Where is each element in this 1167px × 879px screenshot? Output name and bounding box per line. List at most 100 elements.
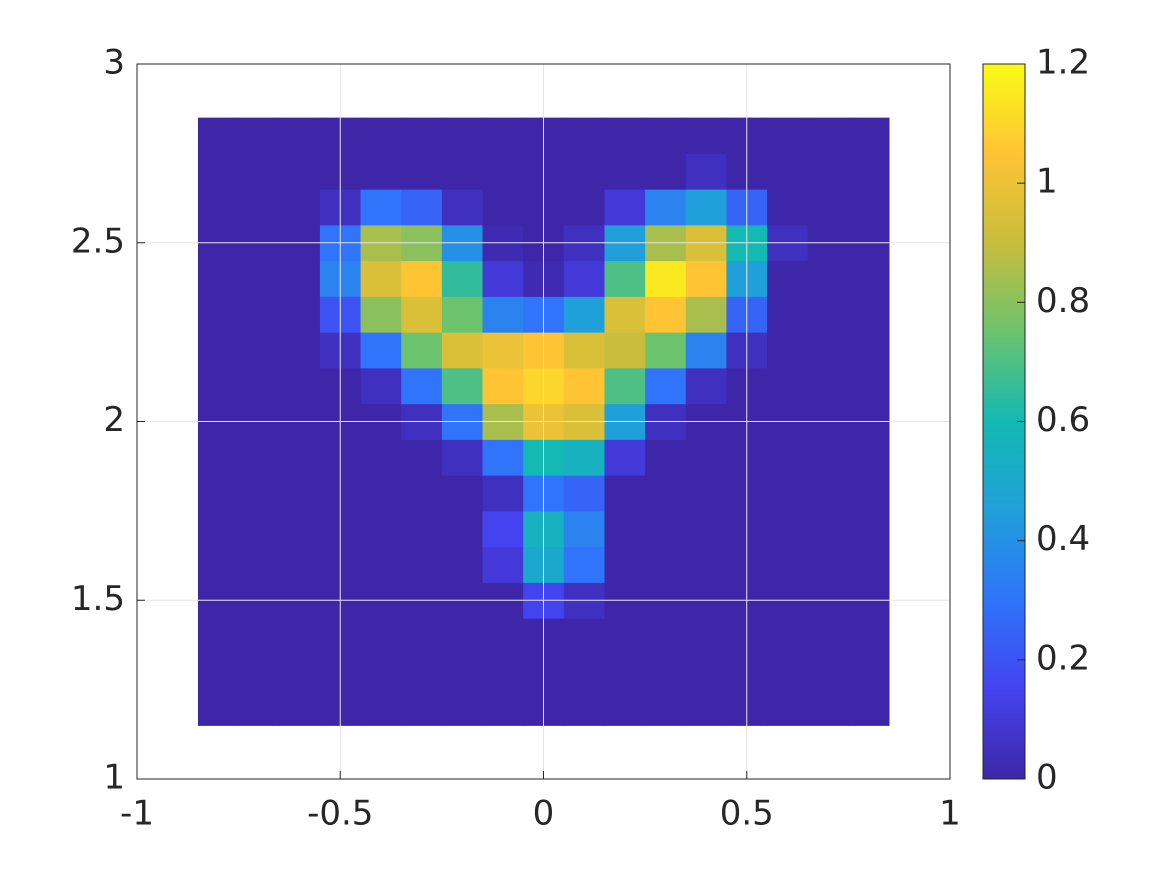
heatmap-cell [279,475,321,512]
heatmap-cell [197,618,240,655]
colorbar-tick-label: 0.6 [1036,400,1090,440]
heatmap-cell [767,332,809,369]
heatmap-cell [685,296,727,333]
heatmap-cell [604,510,646,548]
heatmap-cell [482,296,524,333]
heatmap-cell [848,260,890,297]
heatmap-cell [767,189,809,226]
heatmap-cell [197,117,240,154]
heatmap-cell [441,296,484,333]
heatmap-cell [685,117,727,154]
heatmap-cell [604,653,646,691]
heatmap-cell [848,439,890,476]
heatmap-cell [807,475,849,512]
heatmap-cell [279,689,321,726]
heatmap-cell [279,367,321,405]
heatmap-cell [807,439,849,476]
heatmap-cell [563,510,605,548]
heatmap-cell [238,439,280,476]
heatmap-cell [685,546,727,583]
heatmap-cell [482,546,524,583]
colorbar-tick-label: 0.2 [1036,638,1090,678]
heatmap-cell [848,189,890,226]
heatmap-cell [563,260,605,297]
heatmap [197,117,890,726]
heatmap-cell [848,618,890,655]
heatmap-cell [563,439,605,476]
heatmap-cell [767,367,809,405]
heatmap-cell [563,296,605,333]
heatmap-cell [279,117,321,154]
heatmap-cell [685,475,727,512]
heatmap-cell [360,367,402,405]
heatmap-cell [360,546,402,583]
colorbar-tick-label: 0.8 [1036,281,1090,321]
heatmap-cell [685,189,727,226]
heatmap-cell [482,439,524,476]
heatmap-cell [401,510,443,548]
heatmap-cell [279,296,321,333]
heatmap-cell [401,475,443,512]
heatmap-cell [360,189,402,226]
heatmap-cell [563,689,605,726]
heatmap-cell [441,475,484,512]
heatmap-cell [482,260,524,297]
heatmap-cell [807,618,849,655]
heatmap-cell [401,189,443,226]
heatmap-cell [401,153,443,190]
heatmap-cell [360,618,402,655]
heatmap-cell [360,653,402,691]
heatmap-cell [848,117,890,154]
heatmap-cell [685,510,727,548]
y-tick-label: 3 [103,43,125,83]
heatmap-cell [197,296,240,333]
heatmap-cell [685,367,727,405]
heatmap-cell [360,689,402,726]
colorbar-tick-label: 1.2 [1036,43,1090,83]
heatmap-cell [807,689,849,726]
heatmap-cell [807,117,849,154]
heatmap-cell [563,653,605,691]
heatmap-cell [563,546,605,583]
heatmap-cell [807,332,849,369]
heatmap-cell [238,117,280,154]
heatmap-cell [238,189,280,226]
heatmap-cell [767,260,809,297]
heatmap-cell [807,189,849,226]
heatmap-cell [807,546,849,583]
heatmap-cell [197,475,240,512]
heatmap-cell [848,367,890,405]
heatmap-cell [645,367,687,405]
heatmap-cell [645,510,687,548]
heatmap-cell [807,653,849,691]
heatmap-cell [685,439,727,476]
heatmap-cell [767,689,809,726]
heatmap-cell [685,618,727,655]
heatmap-cell [441,332,484,369]
heatmap-cell [279,153,321,190]
heatmap-cell [197,546,240,583]
y-tick-label: 2 [103,400,125,440]
heatmap-cell [645,332,687,369]
heatmap-cell [360,475,402,512]
heatmap-cell [360,153,402,190]
heatmap-cell [604,439,646,476]
heatmap-cell [279,189,321,226]
heatmap-cell [645,546,687,583]
heatmap-cell [645,189,687,226]
heatmap-cell [645,475,687,512]
heatmap-cell [482,689,524,726]
y-tick-label: 1 [103,758,125,798]
heatmap-cell [604,296,646,333]
heatmap-cell [238,260,280,297]
heatmap-cell [401,332,443,369]
x-tick-label: -1 [120,794,154,834]
heatmap-cell [360,510,402,548]
heatmap-cell [685,689,727,726]
heatmap-cell [238,510,280,548]
heatmap-cell [604,153,646,190]
heatmap-cell [401,296,443,333]
heatmap-cell [238,689,280,726]
heatmap-cell [807,367,849,405]
